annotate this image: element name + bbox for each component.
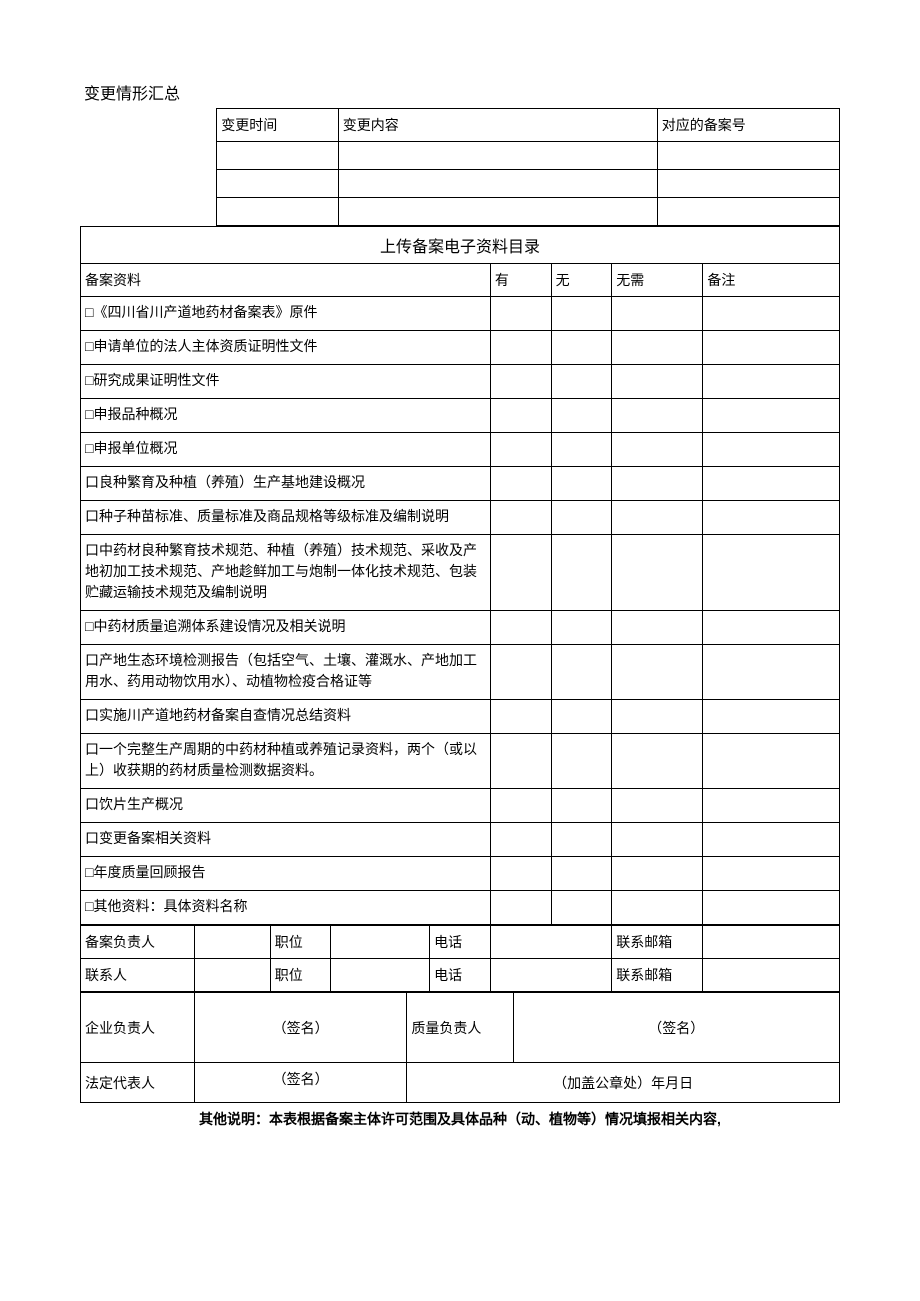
col-na: 无需	[612, 264, 703, 297]
checklist-row: □其他资料：具体资料名称	[81, 891, 840, 925]
col-material: 备案资料	[81, 264, 491, 297]
checklist-item: □《四川省川产道地药材备案表》原件	[81, 297, 491, 331]
contact-position-label: 职位	[270, 926, 331, 959]
contact-row: 联系人 职位 电话 联系邮箱	[81, 959, 840, 992]
enterprise-sign: （签名）	[194, 993, 407, 1063]
col-record-no: 对应的备案号	[657, 109, 839, 142]
checklist-row: 口产地生态环境检测报告（包括空气、土壤、灌溉水、产地加工用水、药用动物饮用水）、…	[81, 645, 840, 700]
legal-rep-sign: （签名）	[194, 1063, 407, 1103]
stamp-area: （加盖公章处）年月日	[407, 1063, 840, 1103]
contact-email-label: 联系邮箱	[612, 959, 703, 992]
checklist-row: □研究成果证明性文件	[81, 365, 840, 399]
checklist-row: 口一个完整生产周期的中药材种植或养殖记录资料，两个（或以上）收获期的药材质量检测…	[81, 734, 840, 789]
checklist-row: 口实施川产道地药材备案自查情况总结资料	[81, 700, 840, 734]
checklist-row: 口种子种苗标准、质量标准及商品规格等级标准及编制说明	[81, 501, 840, 535]
checklist-row: 口中药材良种繁育技术规范、种植（养殖）技术规范、采收及产地初加工技术规范、产地趁…	[81, 535, 840, 611]
contact-position-label: 职位	[270, 959, 331, 992]
checklist-item: □研究成果证明性文件	[81, 365, 491, 399]
checklist-row: □中药材质量追溯体系建设情况及相关说明	[81, 611, 840, 645]
col-remark: 备注	[703, 264, 840, 297]
upload-checklist-table: 上传备案电子资料目录 备案资料 有 无 无需 备注 □《四川省川产道地药材备案表…	[80, 226, 840, 925]
footer-note: 其他说明：本表根据备案主体许可范围及具体品种（动、植物等）情况填报相关内容,	[80, 1109, 840, 1129]
checklist-row: 口饮片生产概况	[81, 789, 840, 823]
legal-rep-label: 法定代表人	[81, 1063, 195, 1103]
checklist-item: 口一个完整生产周期的中药材种植或养殖记录资料，两个（或以上）收获期的药材质量检测…	[81, 734, 491, 789]
contact-row: 备案负责人 职位 电话 联系邮箱	[81, 926, 840, 959]
signature-table: 企业负责人 （签名） 质量负责人 （签名） 法定代表人 （签名） （加盖公章处）…	[80, 992, 840, 1103]
col-change-content: 变更内容	[338, 109, 657, 142]
checklist-row: □申报品种概况	[81, 399, 840, 433]
contact-role: 联系人	[81, 959, 195, 992]
checklist-item: 口产地生态环境检测报告（包括空气、土壤、灌溉水、产地加工用水、药用动物饮用水）、…	[81, 645, 491, 700]
upload-section-title: 上传备案电子资料目录	[81, 227, 840, 264]
col-change-time: 变更时间	[217, 109, 339, 142]
checklist-row: 口良种繁育及种植（养殖）生产基地建设概况	[81, 467, 840, 501]
col-no: 无	[551, 264, 612, 297]
checklist-row: □申请单位的法人主体资质证明性文件	[81, 331, 840, 365]
checklist-row: 口变更备案相关资料	[81, 823, 840, 857]
contact-email-label: 联系邮箱	[612, 926, 703, 959]
checklist-item: 口中药材良种繁育技术规范、种植（养殖）技术规范、采收及产地初加工技术规范、产地趁…	[81, 535, 491, 611]
col-yes: 有	[490, 264, 551, 297]
checklist-row: □申报单位概况	[81, 433, 840, 467]
quality-sign: （签名）	[513, 993, 839, 1063]
page-title: 变更情形汇总	[80, 80, 840, 104]
change-summary-table: 变更时间 变更内容 对应的备案号	[80, 108, 840, 226]
checklist-item: 口饮片生产概况	[81, 789, 491, 823]
quality-head-label: 质量负责人	[407, 993, 513, 1063]
checklist-item: □中药材质量追溯体系建设情况及相关说明	[81, 611, 491, 645]
checklist-item: □申请单位的法人主体资质证明性文件	[81, 331, 491, 365]
checklist-item: 口良种繁育及种植（养殖）生产基地建设概况	[81, 467, 491, 501]
checklist-item: 口变更备案相关资料	[81, 823, 491, 857]
contacts-table: 备案负责人 职位 电话 联系邮箱 联系人 职位 电话 联系邮箱	[80, 925, 840, 992]
checklist-item: □年度质量回顾报告	[81, 857, 491, 891]
checklist-row: □年度质量回顾报告	[81, 857, 840, 891]
contact-role: 备案负责人	[81, 926, 195, 959]
checklist-item: □申报单位概况	[81, 433, 491, 467]
checklist-item: □其他资料：具体资料名称	[81, 891, 491, 925]
checklist-row: □《四川省川产道地药材备案表》原件	[81, 297, 840, 331]
checklist-item: □申报品种概况	[81, 399, 491, 433]
checklist-item: 口种子种苗标准、质量标准及商品规格等级标准及编制说明	[81, 501, 491, 535]
enterprise-head-label: 企业负责人	[81, 993, 195, 1063]
legal-rep-row: 法定代表人 （签名） （加盖公章处）年月日	[81, 1063, 840, 1103]
signature-row: 企业负责人 （签名） 质量负责人 （签名）	[81, 993, 840, 1063]
contact-phone-label: 电话	[430, 926, 491, 959]
contact-phone-label: 电话	[430, 959, 491, 992]
checklist-item: 口实施川产道地药材备案自查情况总结资料	[81, 700, 491, 734]
